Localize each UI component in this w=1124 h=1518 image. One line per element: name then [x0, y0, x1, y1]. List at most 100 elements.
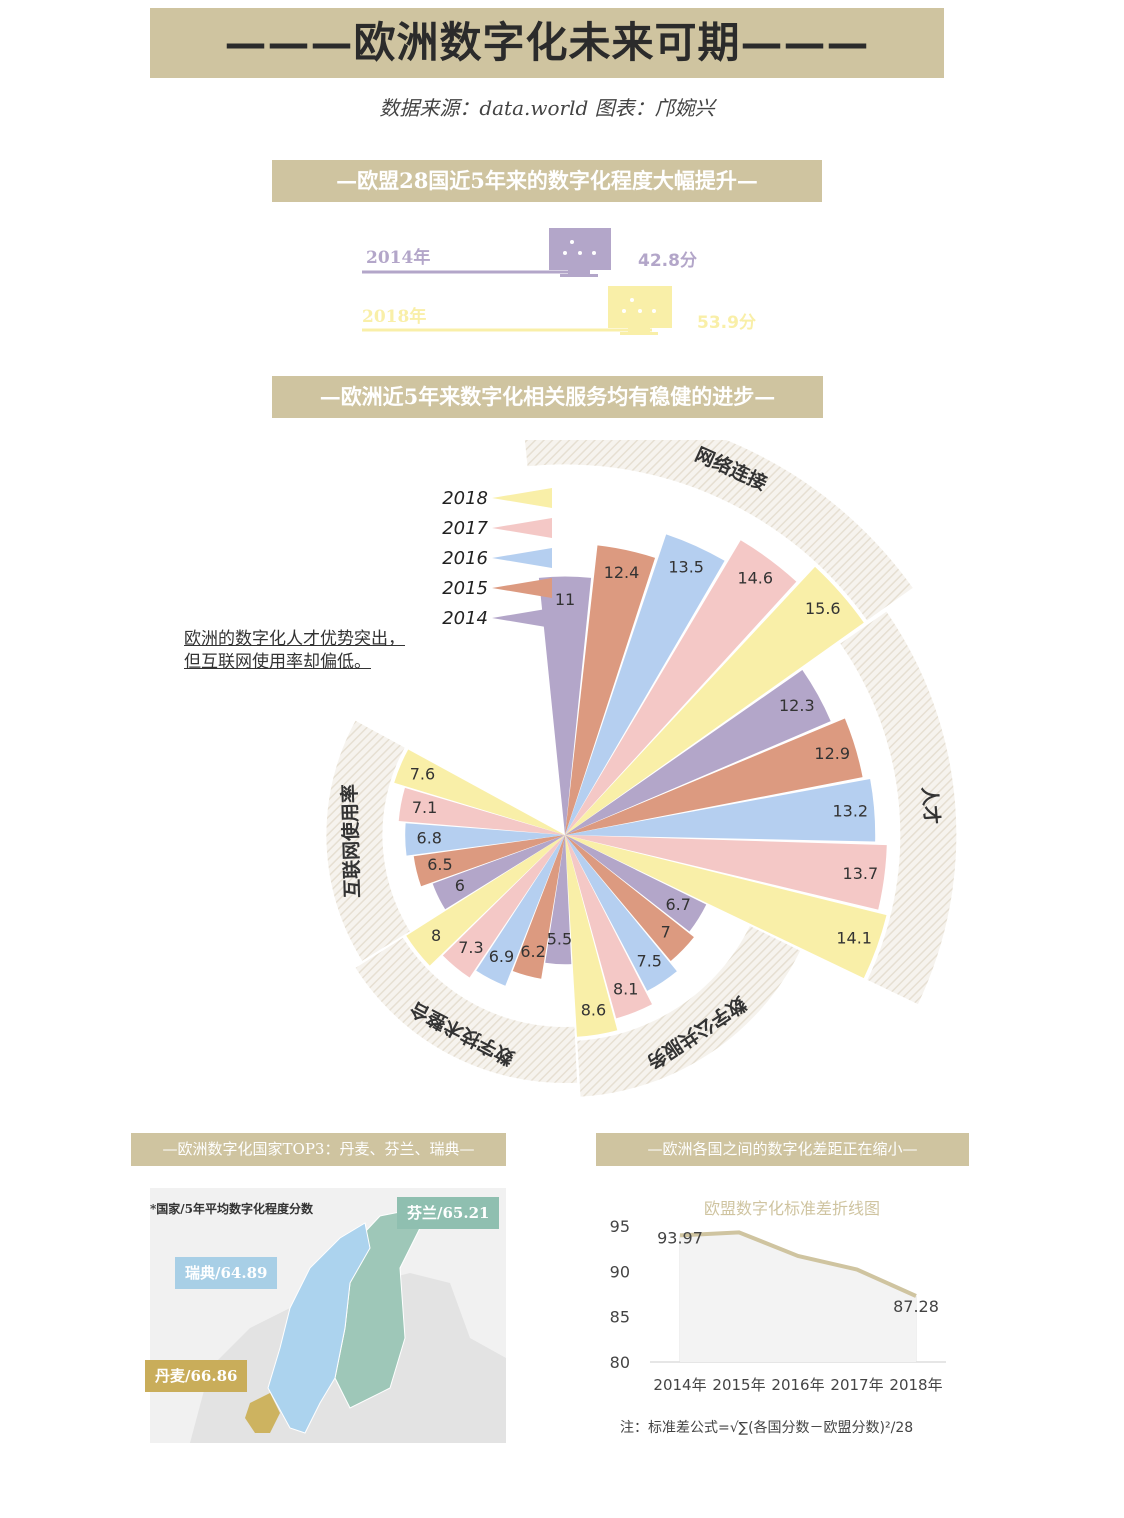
radial-bar: [565, 835, 677, 991]
radial-bar: [565, 534, 725, 835]
std-formula: 注：标准差公式=√∑(各国分数－欧盟分数)²/28: [620, 1420, 914, 1436]
radial-bar: [394, 749, 565, 835]
finland-tag: 芬兰/65.21: [397, 1197, 500, 1229]
legend-swatch: [492, 578, 552, 598]
row-2018-year: 2018年: [362, 307, 427, 327]
point-label: 93.97: [657, 1228, 703, 1247]
radial-bar-label: 12.4: [604, 563, 640, 582]
radial-bar-label: 7.3: [458, 938, 483, 957]
y-tick-label: 80: [610, 1353, 630, 1372]
legend-year: 2015: [442, 578, 488, 599]
talent-note-line1: 欧洲的数字化人才优势突出，: [184, 629, 405, 649]
radial-bar-label: 13.7: [843, 864, 879, 883]
talent-note: 欧洲的数字化人才优势突出， 但互联网使用率却偏低。: [184, 628, 405, 674]
radial-bar: [565, 835, 707, 932]
radial-bar: [565, 540, 797, 835]
map-note: *国家/5年平均数字化程度分数: [150, 1202, 314, 1216]
category-band-0: [524, 440, 913, 621]
radial-bar-label: 7.1: [412, 798, 437, 817]
radial-bar-label: 8.6: [581, 1000, 606, 1019]
section4-title: —欧洲各国之间的数字化差距正在缩小—: [596, 1133, 969, 1166]
y-tick-label: 90: [610, 1262, 630, 1281]
std-line: [679, 1230, 917, 1298]
std-line-chart: 欧盟数字化标准差折线图 95 90 85 80 2014年 2015年 2016年 2017年…: [610, 1199, 946, 1394]
legend-swatch: [492, 548, 552, 568]
radial-bar: [565, 835, 618, 1037]
radial-bar-label: 13.2: [832, 802, 868, 821]
section3-title: —欧洲数字化国家TOP3：丹麦、芬兰、瑞典—: [131, 1133, 506, 1166]
radial-bar-label: 6.7: [665, 895, 690, 914]
row-2014-score: 42.8分: [638, 251, 697, 271]
talent-note-line2: 但互联网使用率却偏低。: [184, 652, 371, 672]
radial-bar-label: 11: [555, 590, 575, 609]
radial-bar-label: 6.8: [417, 828, 442, 847]
nordic-map: *国家/5年平均数字化程度分数: [150, 1188, 506, 1443]
denmark-tag: 丹麦/66.86: [145, 1360, 248, 1392]
radial-bar-label: 12.9: [814, 744, 850, 763]
radial-bar-label: 7: [661, 922, 671, 941]
category-label-1: 人才: [918, 786, 944, 826]
y-tick-label: 95: [610, 1217, 630, 1236]
category-band-4: [326, 720, 410, 961]
page-title: ———欧洲数字化未来可期———: [150, 8, 944, 78]
radial-bar: [565, 779, 876, 842]
monitor-2014-bar: [362, 228, 611, 277]
radial-bar: [398, 787, 565, 835]
category-band-2: [577, 925, 801, 1097]
radial-bar-label: 13.5: [668, 557, 704, 576]
legend-year: 2016: [442, 548, 488, 569]
x-tick-label: 2015年: [712, 1376, 765, 1394]
x-tick-label: 2014年: [653, 1376, 706, 1394]
legend-swatch: [492, 518, 552, 538]
radial-bar-label: 6.2: [520, 942, 545, 961]
radial-bar: [512, 835, 565, 979]
radial-bar-label: 15.6: [805, 599, 841, 618]
line-area: [680, 1232, 916, 1362]
sweden-tag: 瑞典/64.89: [175, 1257, 278, 1289]
legend-year: 2014: [442, 608, 488, 629]
legend-swatch: [492, 608, 552, 628]
radial-bar-label: 8.1: [613, 979, 638, 998]
radial-bar: [538, 576, 592, 835]
radial-bar-label: 5.5: [547, 930, 572, 949]
monitor-icon: [608, 286, 672, 328]
section1-title: —欧盟28国近5年来的数字化程度大幅提升—: [272, 160, 822, 202]
radial-bar-label: 7.5: [637, 951, 662, 970]
x-tick-label: 2017年: [830, 1376, 883, 1394]
point-label: 87.28: [893, 1297, 939, 1316]
radial-bar-label: 6.5: [427, 855, 452, 874]
radial-bar: [565, 545, 656, 835]
nordic-map-shapes: [190, 1209, 506, 1443]
radial-bar: [545, 835, 572, 965]
legend-year: 2017: [442, 518, 488, 539]
radial-bar-label: 8: [431, 926, 441, 945]
x-tick-label: 2018年: [889, 1376, 942, 1394]
monitor-2018-bar: [362, 286, 672, 335]
radial-bar: [413, 835, 565, 887]
radial-bar: [565, 835, 653, 1019]
y-tick-label: 85: [610, 1308, 630, 1327]
radial-bar: [432, 835, 565, 910]
line-chart-title: 欧盟数字化标准差折线图: [704, 1199, 880, 1218]
legend-year: 2018: [442, 488, 488, 509]
data-source: 数据来源：data.world 图表：邝婉兴: [379, 96, 715, 120]
row-2014-year: 2014年: [366, 248, 431, 268]
radial-bar-label: 14.1: [836, 929, 872, 948]
radial-bar-label: 14.6: [737, 568, 773, 587]
category-label-4: 互联网使用率: [338, 784, 364, 899]
radial-bar-label: 12.3: [779, 696, 815, 715]
radial-bar: [476, 835, 565, 986]
radial-bar: [565, 718, 863, 835]
row-2018-score: 53.9分: [697, 313, 756, 333]
radial-bar: [565, 835, 694, 962]
monitor-icon: [549, 228, 611, 270]
radial-bar: [565, 670, 831, 835]
radial-bar: [442, 835, 565, 978]
radial-bar: [406, 835, 565, 966]
radial-bar: [565, 835, 887, 910]
radial-bar-label: 6.9: [489, 947, 514, 966]
radial-bar: [405, 823, 565, 856]
legend-swatch: [492, 488, 552, 508]
radial-bar-label: 7.6: [410, 765, 435, 784]
